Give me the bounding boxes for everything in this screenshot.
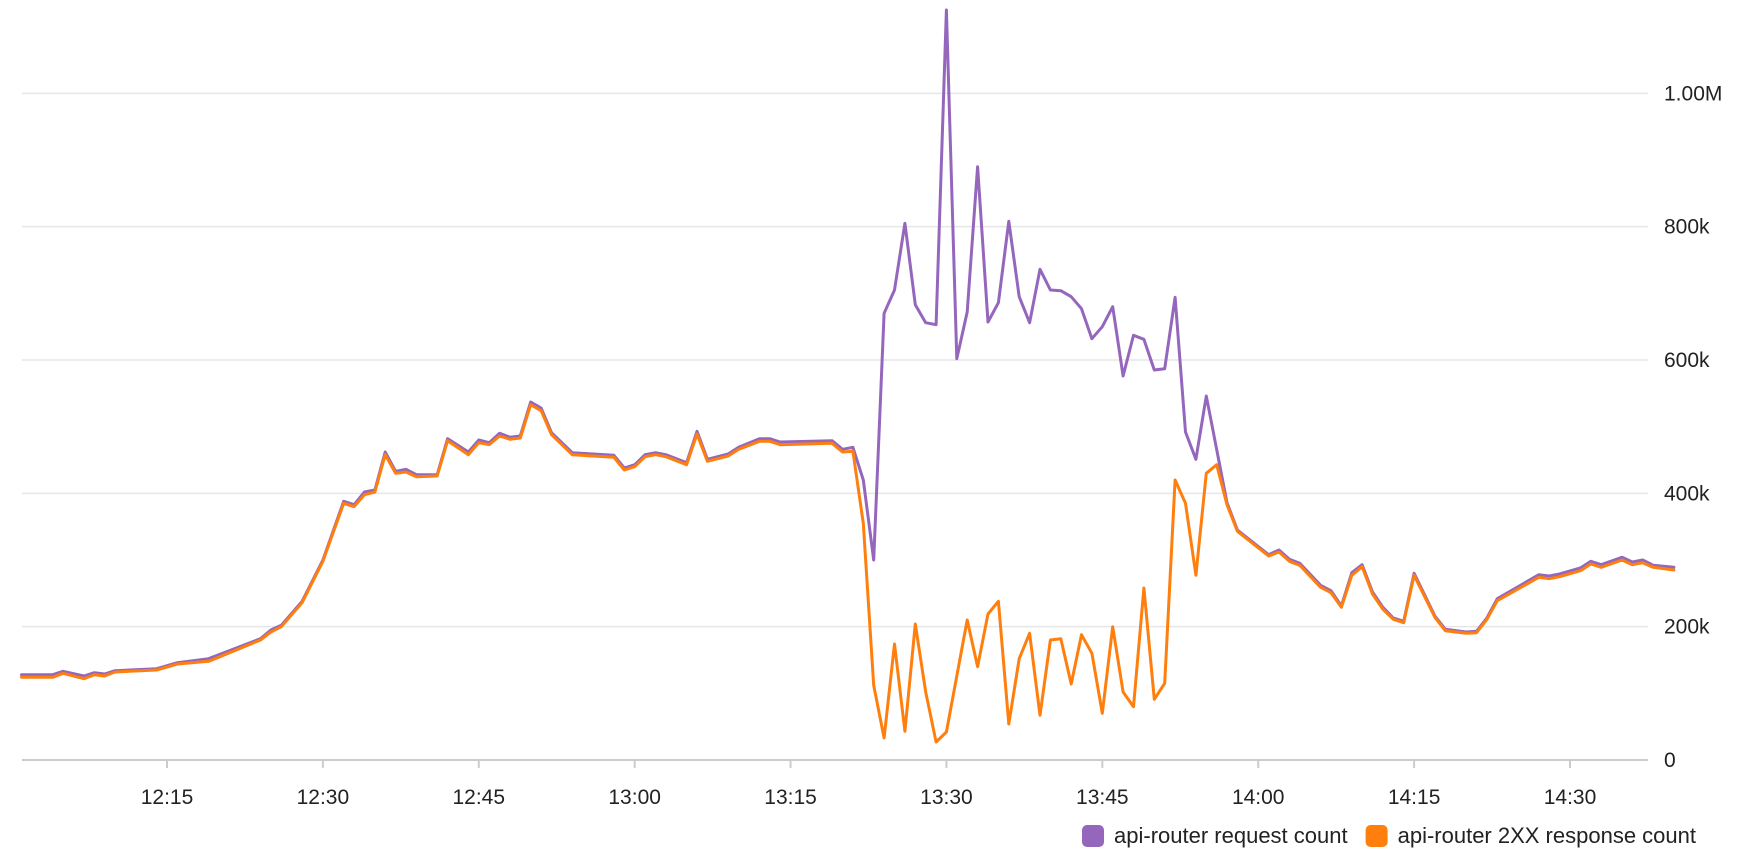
- x-tick-label: 12:30: [297, 786, 350, 809]
- series-line-2xx-response-count: [20, 403, 1676, 744]
- x-tick-label: 14:00: [1232, 786, 1285, 809]
- series-lines: [20, 8, 1676, 744]
- x-tick-label: 14:30: [1544, 786, 1597, 809]
- x-axis-ticks: 12:15 12:30 12:45 13:00 13:15 13:30 13:45 14:00…: [141, 760, 1597, 809]
- series-line-request-count: [20, 8, 1676, 678]
- x-tick-label: 13:00: [608, 786, 661, 809]
- legend-label: api-router request count: [1114, 823, 1348, 848]
- y-tick-label: 600k: [1664, 349, 1710, 372]
- x-tick-label: 12:45: [452, 786, 505, 809]
- legend-swatch: [1082, 825, 1105, 847]
- legend-label: api-router 2XX response count: [1398, 823, 1696, 848]
- y-axis-ticks: 0 200k 400k 600k 800k 1.00M: [1664, 82, 1722, 772]
- x-tick-label: 14:15: [1388, 786, 1441, 809]
- x-tick-label: 12:15: [141, 786, 194, 809]
- y-tick-label: 0: [1664, 749, 1676, 772]
- y-tick-label: 400k: [1664, 482, 1710, 505]
- x-tick-label: 13:45: [1076, 786, 1129, 809]
- y-tick-label: 200k: [1664, 616, 1710, 639]
- legend-swatch: [1365, 825, 1388, 847]
- x-tick-label: 13:15: [764, 786, 817, 809]
- y-tick-label: 1.00M: [1664, 82, 1722, 105]
- y-tick-label: 800k: [1664, 216, 1710, 239]
- gridlines: [22, 92, 1648, 761]
- legend: api-router 2XX response count api-router …: [1082, 823, 1696, 848]
- x-tick-label: 13:30: [920, 786, 973, 809]
